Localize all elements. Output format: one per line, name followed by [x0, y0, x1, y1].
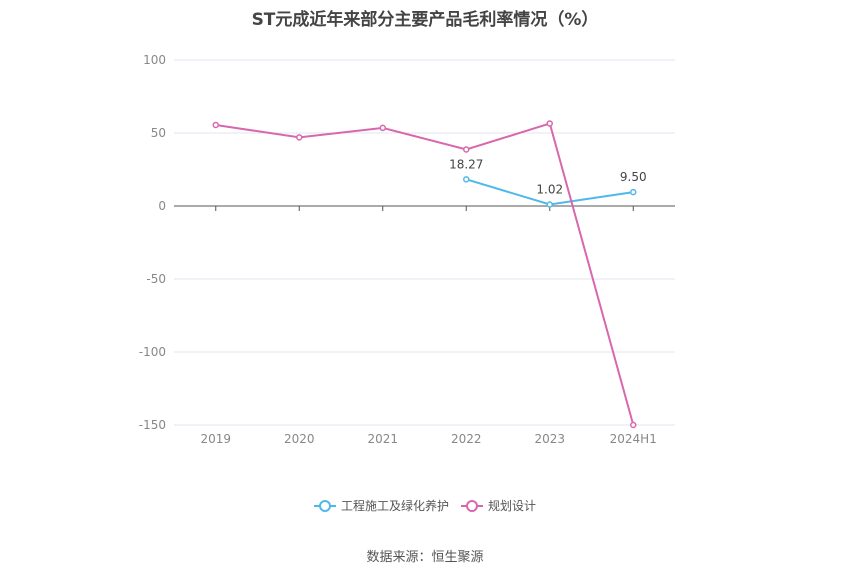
legend-item-2[interactable]: 规划设计: [461, 497, 536, 514]
chart-title: ST元成近年来部分主要产品毛利率情况（%）: [251, 10, 599, 30]
legend-marker-icon: [461, 499, 483, 512]
data-label: 1.02: [536, 183, 563, 197]
legend: 工程施工及绿化养护 规划设计: [0, 497, 850, 515]
x-tick-label: 2024H1: [610, 432, 657, 446]
data-label: 9.50: [620, 170, 647, 184]
data-point: [546, 120, 553, 127]
x-tick-label: 2021: [367, 432, 398, 446]
series-line-2: [215, 122, 635, 426]
series: [212, 120, 637, 429]
legend-marker-icon: [313, 499, 336, 512]
data-point: [630, 188, 637, 196]
x-tick-label: 2019: [200, 432, 231, 446]
axes: 100 50 0 -50 -100 -150 2019 2020 2021 2022 2023 202…: [139, 53, 675, 446]
data-labels: 18.27 1.02 9.50: [449, 157, 647, 196]
x-tick-label: 2022: [451, 432, 482, 446]
data-point: [296, 134, 303, 141]
data-point: [379, 124, 386, 132]
y-tick-label: 50: [151, 126, 166, 140]
data-label: 18.27: [449, 157, 483, 171]
legend-item-1[interactable]: 工程施工及绿化养护: [313, 497, 449, 514]
grid-lines: [174, 59, 675, 426]
y-tick-label: 0: [158, 199, 166, 213]
legend-label: 规划设计: [488, 499, 537, 513]
data-point: [630, 421, 637, 429]
legend-label: 工程施工及绿化养护: [340, 499, 449, 513]
y-tick-label: -150: [139, 418, 166, 432]
data-point: [212, 121, 219, 129]
y-tick-label: 100: [143, 53, 166, 67]
x-tick-label: 2020: [284, 432, 315, 446]
data-point: [463, 176, 470, 183]
data-point: [546, 201, 553, 208]
data-point: [463, 146, 470, 153]
x-tick-label: 2023: [534, 432, 565, 446]
y-tick-label: -100: [139, 345, 166, 359]
y-tick-label: -50: [146, 272, 166, 286]
source-note: 数据来源：恒生聚源: [366, 550, 484, 565]
